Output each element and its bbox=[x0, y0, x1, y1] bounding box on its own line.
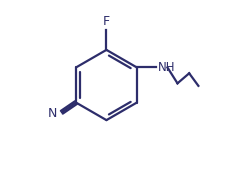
Text: F: F bbox=[103, 15, 110, 28]
Text: NH: NH bbox=[157, 61, 175, 74]
Text: N: N bbox=[48, 107, 57, 120]
